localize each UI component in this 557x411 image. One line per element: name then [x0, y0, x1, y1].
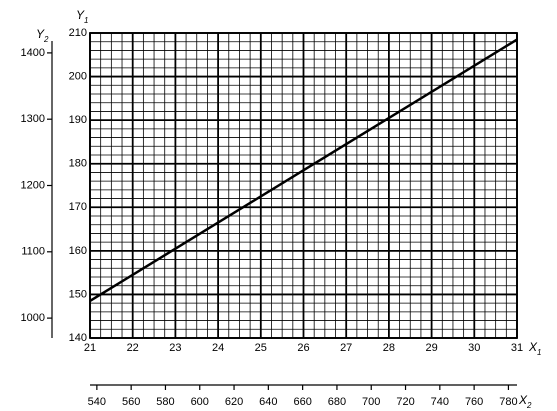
- y2-tick-label: 1100: [21, 246, 45, 258]
- x2-tick-label: 720: [396, 396, 414, 408]
- x-tick-label: 25: [255, 342, 267, 354]
- x2-tick-label: 580: [156, 396, 174, 408]
- x-tick-label: 24: [212, 342, 224, 354]
- data-line: [89, 38, 518, 303]
- x-axis-label-sub: 1: [537, 348, 541, 357]
- y2-tick-label: 1400: [21, 47, 45, 59]
- x2-axis-label-sub: 2: [526, 401, 532, 410]
- x-tick-label: 31: [511, 342, 523, 354]
- y-tick-label: 210: [69, 27, 87, 39]
- x-axis-label: X: [528, 340, 538, 354]
- y-tick-label: 160: [69, 245, 87, 257]
- y-tick-label: 150: [69, 288, 87, 300]
- y-axis-label-sub: 1: [84, 16, 88, 25]
- x2-tick-label: 600: [191, 396, 209, 408]
- x-tick-label: 27: [340, 342, 352, 354]
- x-tick-label: 28: [383, 342, 395, 354]
- x-tick-label: 26: [297, 342, 309, 354]
- x-tick-label: 22: [127, 342, 139, 354]
- x2-tick-label: 560: [122, 396, 140, 408]
- y2-axis-label-sub: 2: [43, 35, 49, 44]
- x2-tick-label: 780: [499, 396, 517, 408]
- y2-tick-label: 1300: [21, 113, 45, 125]
- x-tick-label: 21: [84, 342, 96, 354]
- y2-tick-label: 1000: [21, 312, 45, 324]
- x2-tick-label: 620: [225, 396, 243, 408]
- x2-axis-label: X: [518, 393, 528, 407]
- y-tick-label: 140: [69, 332, 87, 344]
- x2-tick-label: 680: [328, 396, 346, 408]
- y-tick-label: 180: [69, 158, 87, 170]
- x2-tick-label: 660: [293, 396, 311, 408]
- y2-tick-label: 1200: [21, 179, 45, 191]
- x2-tick-label: 540: [88, 396, 106, 408]
- y-axis-label: Y: [76, 8, 85, 22]
- x-tick-label: 23: [169, 342, 181, 354]
- x2-tick-label: 740: [431, 396, 449, 408]
- x-tick-label: 30: [468, 342, 480, 354]
- plot-frame: [89, 32, 518, 339]
- y-tick-label: 190: [69, 114, 87, 126]
- x2-tick-label: 760: [465, 396, 483, 408]
- x-tick-label: 29: [425, 342, 437, 354]
- y2-axis-label: Y: [36, 27, 45, 41]
- x2-tick-label: 700: [362, 396, 380, 408]
- y-tick-label: 200: [69, 70, 87, 82]
- x2-tick-label: 640: [259, 396, 277, 408]
- y-tick-label: 170: [69, 201, 87, 213]
